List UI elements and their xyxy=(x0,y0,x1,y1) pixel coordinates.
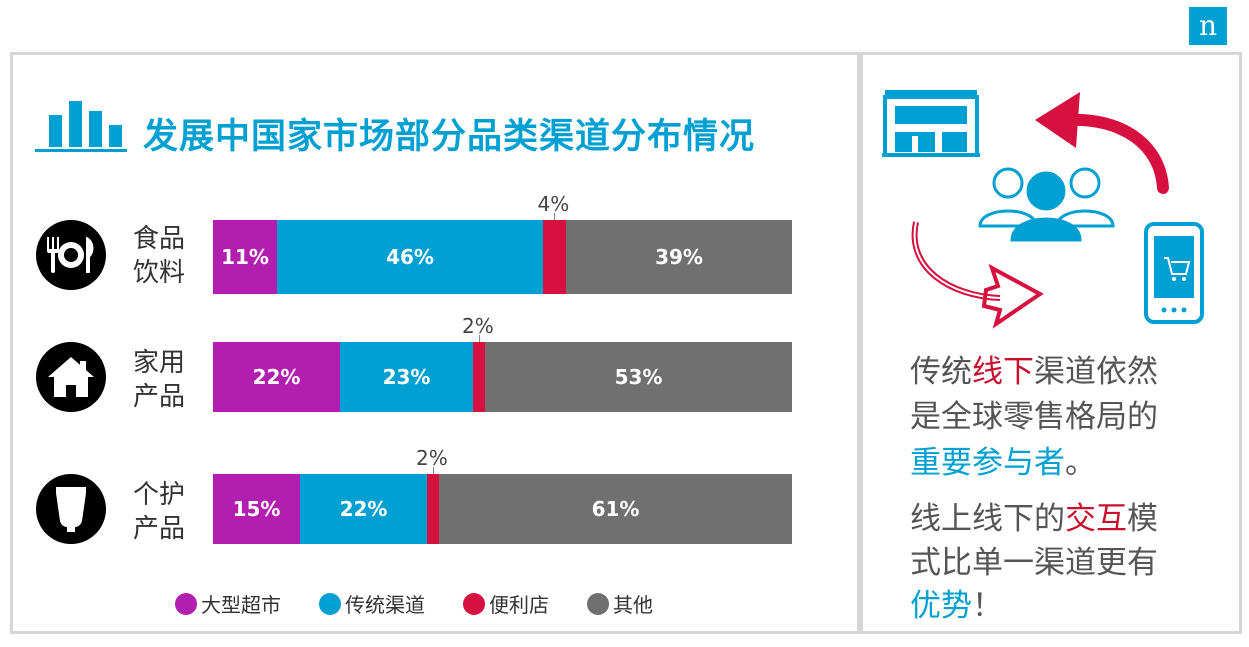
phone-cart-icon xyxy=(1144,222,1204,324)
bar-segment xyxy=(427,474,439,544)
store-icon xyxy=(882,90,980,157)
legend-item: 传统渠道 xyxy=(319,589,425,618)
people-icon xyxy=(978,167,1115,242)
label-leader xyxy=(433,467,434,475)
legend: 大型超市 传统渠道 便利店 其他 xyxy=(175,589,653,618)
legend-label: 传统渠道 xyxy=(345,593,425,617)
data-label: 22% xyxy=(339,497,388,521)
brand-logo: n xyxy=(1189,7,1227,45)
bar-chart-icon xyxy=(35,101,127,152)
highlight-text: 优势 xyxy=(910,588,972,624)
highlight-text: 重要参与者 xyxy=(910,445,1065,481)
data-label: 2% xyxy=(462,314,494,338)
data-label: 11% xyxy=(221,245,269,269)
data-label: 61% xyxy=(591,497,640,521)
data-label: 23% xyxy=(382,365,431,389)
chart-panel xyxy=(10,52,860,634)
legend-item: 便利店 xyxy=(463,589,549,618)
bar-segment: 53% xyxy=(485,342,792,412)
arrow-right-icon xyxy=(911,221,1044,329)
label-leader xyxy=(479,335,480,343)
insight-panel xyxy=(860,52,1242,634)
bar-segment: 15% xyxy=(213,474,300,544)
house-icon xyxy=(36,342,106,412)
data-label: 15% xyxy=(232,497,281,521)
omnichannel-illustration xyxy=(882,90,1204,329)
category-label: 家用 产品 xyxy=(133,348,186,412)
data-label: 22% xyxy=(252,365,301,389)
bar-segment: 11% xyxy=(213,220,277,294)
highlight-text: 线下 xyxy=(972,354,1034,390)
legend-item: 其他 xyxy=(587,589,653,618)
chart-title: 发展中国家市场部分品类渠道分布情况 xyxy=(143,117,756,157)
insight-line: 线上线下的交互模 xyxy=(910,501,1158,537)
bar-segment xyxy=(543,220,566,294)
bar-segment xyxy=(473,342,485,412)
legend-swatch xyxy=(463,592,485,615)
data-label: 53% xyxy=(614,365,663,389)
bar-segment: 22% xyxy=(213,342,340,412)
data-label: 39% xyxy=(655,245,703,269)
legend-label: 大型超市 xyxy=(201,593,281,617)
insight-line: 式比单一渠道更有 xyxy=(910,545,1158,581)
insight-line: 重要参与者。 xyxy=(910,445,1096,481)
highlight-text: 交互 xyxy=(1065,501,1127,537)
bar-segment: 61% xyxy=(439,474,792,544)
legend-swatch xyxy=(319,592,341,615)
data-label: 2% xyxy=(416,446,448,470)
bar-segment: 39% xyxy=(566,220,792,294)
label-leader xyxy=(554,213,555,221)
legend-item: 大型超市 xyxy=(175,589,281,618)
data-label: 46% xyxy=(386,245,434,269)
plate-cutlery-icon xyxy=(36,220,106,290)
legend-label: 其他 xyxy=(613,593,653,617)
category-label: 个护 产品 xyxy=(133,480,186,544)
arrow-left-icon xyxy=(1035,92,1169,194)
legend-swatch xyxy=(587,592,609,615)
legend-label: 便利店 xyxy=(489,593,549,617)
category-label: 食品 饮料 xyxy=(133,224,186,288)
insight-line: 是全球零售格局的 xyxy=(910,399,1158,435)
tube-icon xyxy=(36,474,106,544)
bar-segment: 22% xyxy=(300,474,427,544)
bar-segment: 23% xyxy=(340,342,473,412)
legend-swatch xyxy=(175,592,197,615)
insight-line: 优势！ xyxy=(910,588,1003,624)
insight-line: 传统线下渠道依然 xyxy=(910,354,1158,390)
data-label: 4% xyxy=(537,192,570,216)
bar-segment: 46% xyxy=(277,220,543,294)
